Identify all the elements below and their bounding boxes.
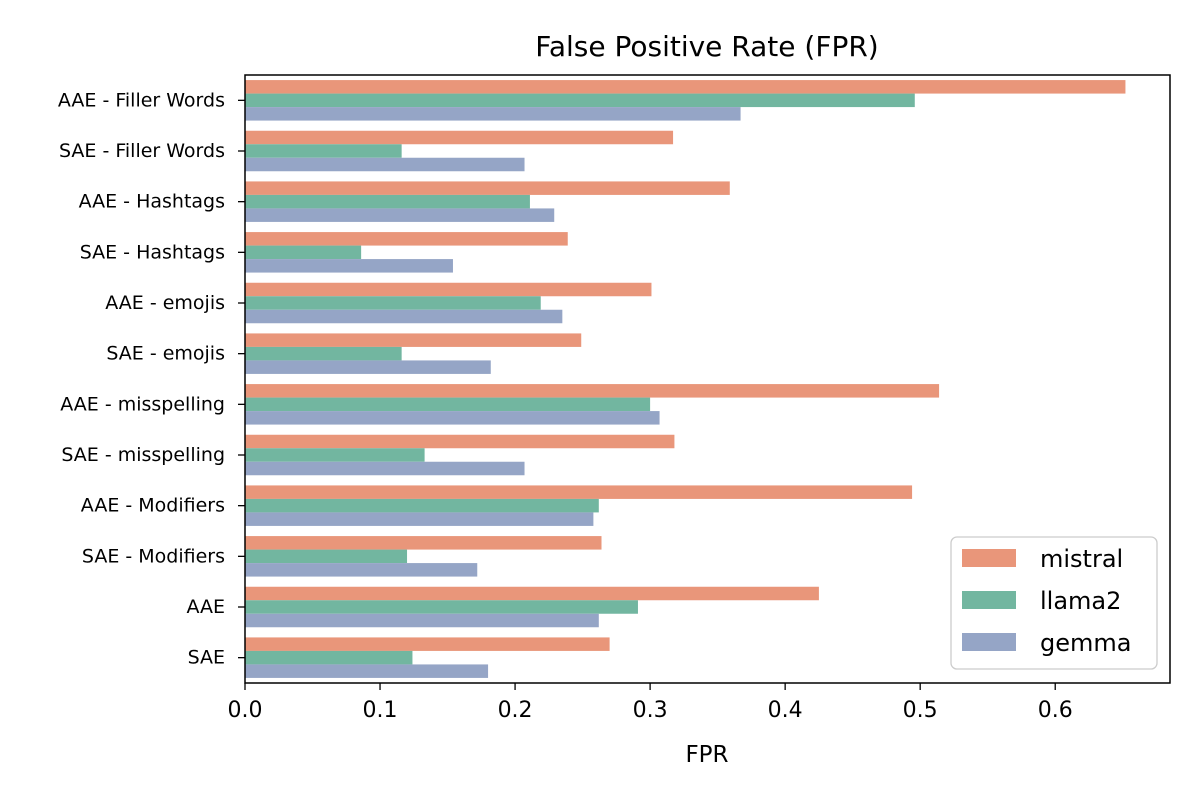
bar-mistral	[245, 536, 602, 550]
y-tick-label: AAE - Filler Words	[58, 89, 225, 111]
legend-label-gemma: gemma	[1040, 629, 1131, 657]
bar-mistral	[245, 130, 674, 145]
bar-gemma	[245, 259, 453, 273]
bar-gemma	[245, 157, 525, 172]
bar-mistral	[245, 384, 940, 398]
x-tick-label: 0.4	[768, 698, 803, 723]
bar-llama2	[245, 296, 541, 310]
bar-llama2	[245, 650, 413, 665]
chart-title: False Positive Rate (FPR)	[535, 30, 878, 63]
legend-swatch-llama2	[962, 591, 1016, 609]
bar-mistral	[245, 485, 913, 499]
x-tick-label: 0.6	[1038, 698, 1073, 723]
y-tick-label: AAE	[186, 596, 225, 618]
legend-swatch-gemma	[962, 633, 1016, 651]
bar-gemma	[245, 664, 489, 678]
bar-llama2	[245, 549, 408, 564]
y-tick-label: SAE - Hashtags	[80, 241, 225, 263]
bar-gemma	[245, 613, 599, 628]
y-tick-label: SAE - emojis	[106, 343, 225, 365]
bar-mistral	[245, 637, 610, 651]
bar-gemma	[245, 563, 478, 577]
x-axis-label: FPR	[685, 742, 728, 768]
bar-gemma	[245, 360, 491, 374]
bar-llama2	[245, 93, 915, 108]
legend-swatch-mistral	[962, 549, 1016, 567]
bar-gemma	[245, 309, 563, 324]
bar-llama2	[245, 498, 599, 513]
bar-gemma	[245, 208, 555, 222]
bar-mistral	[245, 232, 568, 246]
y-tick-label: SAE - Modifiers	[82, 545, 225, 567]
bar-gemma	[245, 411, 660, 425]
bar-mistral	[245, 80, 1126, 94]
legend-label-mistral: mistral	[1040, 545, 1123, 573]
bars-group	[245, 80, 1126, 678]
y-tick-label: SAE - misspelling	[61, 444, 225, 466]
bar-mistral	[245, 333, 582, 347]
bar-llama2	[245, 245, 362, 260]
y-tick-label: AAE - misspelling	[60, 393, 225, 415]
bar-gemma	[245, 512, 594, 526]
bar-llama2	[245, 346, 402, 361]
plot-frame	[244, 74, 1171, 684]
x-axis-ticks: 0.0 0.1 0.2 0.3 0.4 0.5 0.6	[228, 683, 1073, 723]
legend-label-llama2: llama2	[1040, 587, 1121, 615]
bar-llama2	[245, 448, 425, 462]
x-tick-label: 0.5	[903, 698, 938, 723]
y-tick-label: AAE - Hashtags	[79, 191, 225, 213]
y-tick-label: AAE - Modifiers	[81, 495, 225, 517]
bar-mistral	[245, 434, 675, 449]
x-tick-label: 0.1	[363, 698, 398, 723]
y-tick-label: SAE - Filler Words	[59, 140, 225, 162]
y-axis-ticks: AAE - Filler Words SAE - Filler Words AAE …	[58, 89, 245, 669]
x-tick-label: 0.0	[228, 698, 263, 723]
bar-mistral	[245, 586, 819, 601]
y-tick-label: AAE - emojis	[105, 292, 225, 314]
bar-gemma	[245, 461, 525, 476]
bar-llama2	[245, 397, 651, 412]
bar-llama2	[245, 194, 530, 209]
bar-gemma	[245, 107, 741, 121]
y-tick-label: SAE	[188, 647, 225, 669]
bar-mistral	[245, 181, 730, 195]
bar-llama2	[245, 600, 638, 614]
legend: mistral llama2 gemma	[950, 536, 1158, 670]
bar-llama2	[245, 144, 402, 158]
x-tick-label: 0.2	[498, 698, 533, 723]
x-tick-label: 0.3	[633, 698, 668, 723]
bar-mistral	[245, 282, 652, 297]
